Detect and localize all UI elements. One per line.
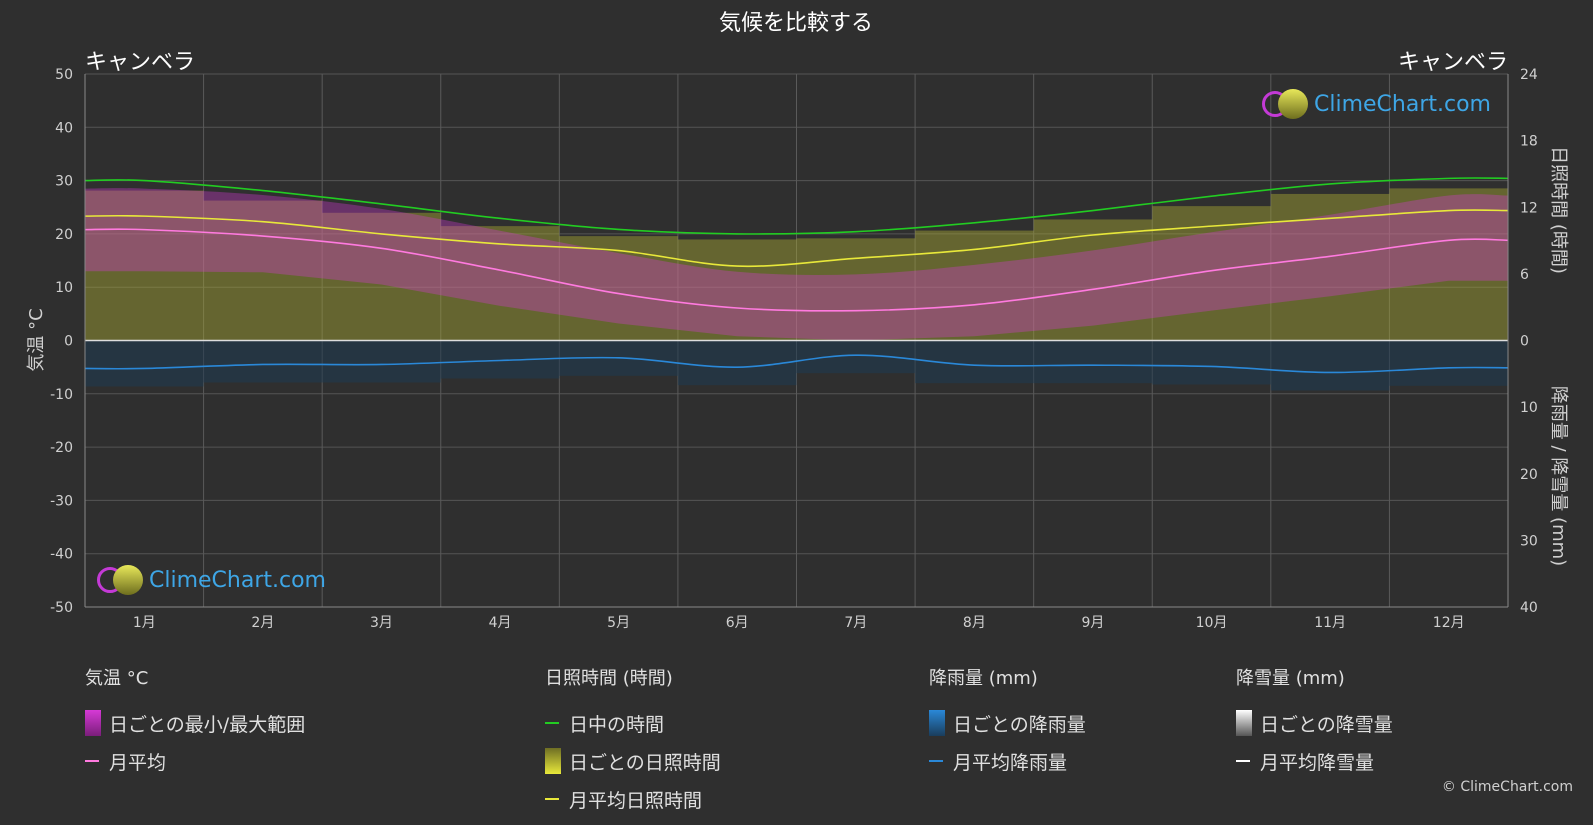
left-tick-label: 20 [55,227,73,243]
month-tick-label: 2月 [251,615,274,631]
legend-heading: 降雨量 (mm) [929,668,1038,689]
copyright: © ClimeChart.com [1441,779,1573,795]
left-tick-label: -10 [50,387,73,403]
data-bands [85,188,1508,391]
right-tick-label-sunshine: 0 [1520,334,1529,350]
right-tick-label-sunshine: 18 [1520,134,1538,150]
legend-item: 月平均 [85,742,305,780]
line-swatch-icon [929,760,943,762]
monthly-sunshine-line [84,209,1509,268]
left-tick-label: -30 [50,493,73,509]
legend-item: 月平均降雨量 [929,742,1086,780]
legend-item: 日ごとの最小/最大範囲 [85,704,305,742]
left-tick-label: 30 [55,174,73,190]
left-axis-title: 気温 °C [26,308,47,371]
logo-sun-icon [113,565,143,595]
logo-text: ClimeChart.com [1314,91,1491,117]
rain-bar [85,340,204,387]
month-tick-label: 4月 [489,615,512,631]
chart-title: 気候を比較する [719,11,873,36]
range-swatch-icon [85,710,101,736]
rain-bar [1389,340,1508,386]
month-tick-label: 8月 [963,615,986,631]
right-axis-title-bottom: 降雨量 / 降雪量 (mm) [1548,386,1569,566]
right-tick-label-sunshine: 6 [1520,267,1529,283]
left-tick-label: -50 [50,600,73,616]
rain-bar [322,340,441,383]
month-tick-label: 11月 [1314,615,1346,631]
series-lines [84,177,1509,374]
line-swatch-icon [1236,760,1250,762]
logo-sun-icon [1278,89,1308,119]
left-tick-label: 50 [55,67,73,83]
month-tick-label: 6月 [726,615,749,631]
month-tick-label: 12月 [1433,615,1465,631]
monthly-average-temp-line [84,228,1509,312]
line-swatch-icon [545,798,559,800]
line-swatch-icon [85,760,99,762]
sunshine-swatch-icon [545,748,561,774]
line-swatch-icon [545,722,559,724]
right-tick-label-rain: 30 [1520,533,1538,549]
axes: 50 40 30 20 10 0 -10 -20 -30 -40 -50 24 18 12 6 0 10 20 30… [50,67,1538,631]
legend-heading: 気温 °C [85,668,149,689]
legend-item: 月平均日照時間 [545,780,721,818]
city-right: キャンベラ [1397,50,1508,75]
sunshine-bar [559,236,678,341]
legend-heading: 降雪量 (mm) [1236,668,1345,689]
legend-snow: 降雪量 (mm) 日ごとの降雪量 月平均降雪量 [1236,664,1393,780]
right-tick-label-sunshine: 24 [1520,67,1538,83]
sunshine-bar [440,226,560,341]
left-tick-label: 10 [55,280,73,296]
sunshine-bar [677,239,797,341]
month-tick-label: 7月 [844,615,867,631]
rain-swatch-icon [929,710,945,736]
right-tick-label-rain: 10 [1520,400,1538,416]
rain-bar [677,340,797,386]
month-tick-label: 10月 [1196,615,1228,631]
logo-bottom[interactable]: ClimeChart.com [97,565,326,595]
month-tick-label: 3月 [370,615,393,631]
right-tick-label-sunshine: 12 [1520,200,1538,216]
temperature-range-band [85,188,1508,341]
legend-item: 月平均降雪量 [1236,742,1393,780]
city-left: キャンベラ [85,50,196,75]
logo-top[interactable]: ClimeChart.com [1262,89,1491,119]
legend-heading: 日照時間 (時間) [545,668,673,689]
right-axis-title-top: 日照時間 (時間) [1548,146,1569,274]
right-tick-label-rain: 40 [1520,600,1538,616]
monthly-rain-line [84,354,1509,374]
month-tick-label: 5月 [607,615,630,631]
right-tick-label-rain: 20 [1520,467,1538,483]
logo-text: ClimeChart.com [149,567,326,593]
legend-item: 日ごとの降雨量 [929,704,1086,742]
legend-temperature: 気温 °C 日ごとの最小/最大範囲 月平均 [85,664,305,780]
left-tick-label: -20 [50,440,73,456]
rain-bar [1270,340,1390,391]
month-tick-label: 1月 [133,615,156,631]
snow-swatch-icon [1236,710,1252,736]
month-tick-label: 9月 [1081,615,1104,631]
legend-item: 日中の時間 [545,704,721,742]
legend-item: 日ごとの降雪量 [1236,704,1393,742]
rain-bar [1152,340,1271,385]
daylight-hours-line [84,177,1509,235]
sunshine-bar [1389,188,1508,341]
left-tick-label: 40 [55,120,73,136]
legend-item: 日ごとの日照時間 [545,742,721,780]
legend-sunshine: 日照時間 (時間) 日中の時間 日ごとの日照時間 月平均日照時間 [545,664,721,818]
sunshine-bar [203,200,323,341]
left-tick-label: 0 [64,334,73,350]
left-tick-label: -40 [50,547,73,563]
legend-rain: 降雨量 (mm) 日ごとの降雨量 月平均降雨量 [929,664,1086,780]
rain-bar [203,340,323,383]
rain-bar [1033,340,1153,384]
